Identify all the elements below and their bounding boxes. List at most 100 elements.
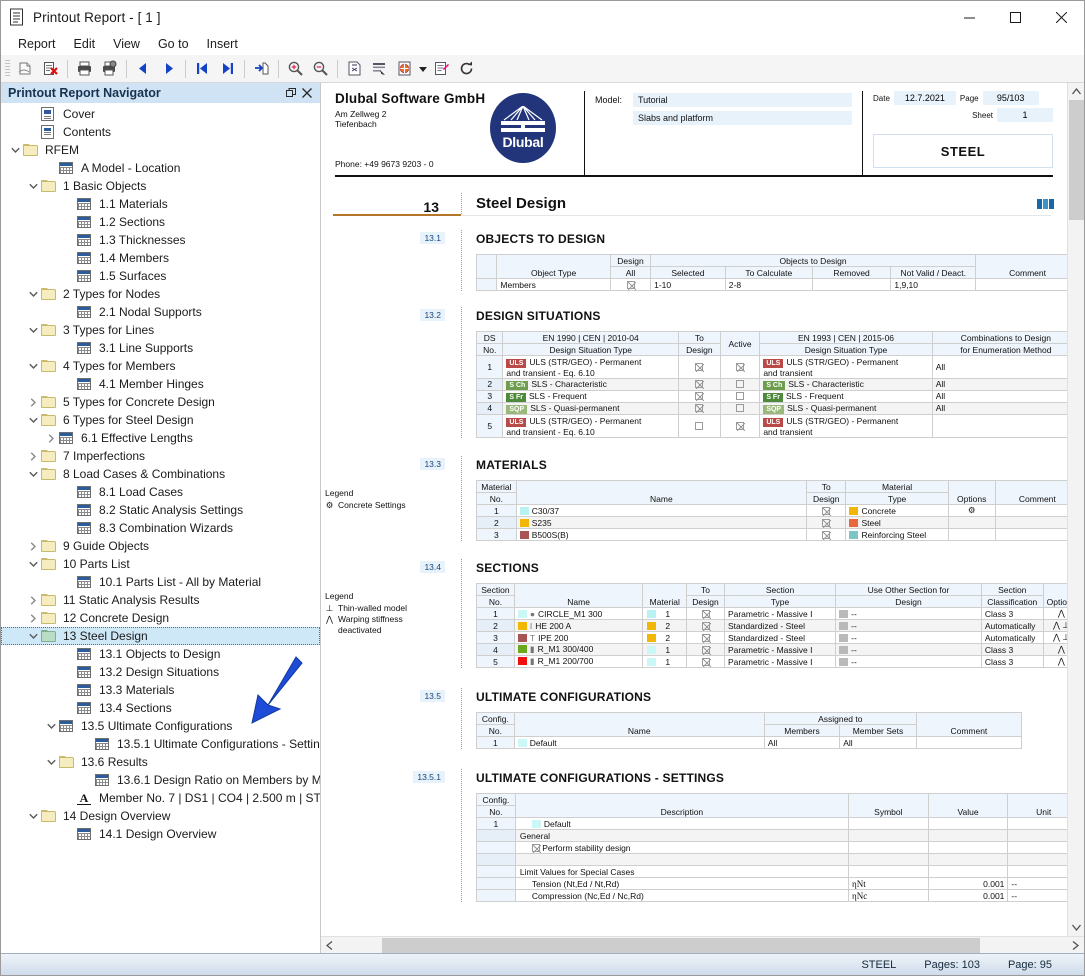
tree-item[interactable]: 8.2 Static Analysis Settings [1, 501, 320, 519]
navigator-tree[interactable]: Cover Contents RFEM A Model - Location 1 Bas… [1, 103, 320, 953]
tree-item[interactable]: 4.1 Member Hinges [1, 375, 320, 393]
checkbox[interactable] [822, 518, 832, 528]
chevron-right-icon[interactable] [25, 447, 41, 465]
chevron-down-icon[interactable] [25, 321, 41, 339]
chevron-right-icon[interactable] [25, 609, 41, 627]
refresh-icon[interactable] [454, 57, 479, 81]
next-page-icon[interactable] [156, 57, 181, 81]
chevron-down-icon[interactable] [25, 285, 41, 303]
tree-item[interactable]: Cover [1, 105, 320, 123]
tree-item[interactable]: 3.1 Line Supports [1, 339, 320, 357]
chevron-down-icon[interactable] [25, 411, 41, 429]
gear-icon[interactable]: ⚙ [967, 505, 976, 516]
tree-item[interactable]: 1 Basic Objects [1, 177, 320, 195]
tree-item[interactable]: 8.3 Combination Wizards [1, 519, 320, 537]
tree-item[interactable]: 1.3 Thicknesses [1, 231, 320, 249]
tree-item[interactable]: 13.6 Results [1, 753, 320, 771]
checkbox[interactable] [695, 422, 704, 430]
horizontal-scrollbar[interactable] [321, 936, 1084, 953]
checkbox[interactable] [822, 530, 832, 540]
tree-item[interactable]: 1.2 Sections [1, 213, 320, 231]
checkbox[interactable] [736, 363, 746, 372]
tree-item[interactable]: 9 Guide Objects [1, 537, 320, 555]
tree-item[interactable]: 11 Static Analysis Results [1, 591, 320, 609]
menu-report[interactable]: Report [18, 37, 56, 51]
checkbox[interactable] [695, 404, 705, 413]
print-preview-icon[interactable] [13, 57, 38, 81]
export-dropdown-caret-icon[interactable] [417, 57, 429, 81]
delete-report-icon[interactable] [38, 57, 63, 81]
minimize-button[interactable] [946, 1, 992, 33]
chevron-right-icon[interactable] [25, 393, 41, 411]
checkbox[interactable] [736, 380, 745, 388]
chevron-down-icon[interactable] [25, 555, 41, 573]
tree-item[interactable]: 13.5 Ultimate Configurations [1, 717, 320, 735]
chevron-down-icon[interactable] [7, 141, 23, 159]
zoom-out-icon[interactable] [308, 57, 333, 81]
undock-icon[interactable] [284, 86, 298, 100]
close-button[interactable] [1038, 1, 1084, 33]
chevron-down-icon[interactable] [25, 627, 41, 645]
chevron-right-icon[interactable] [43, 429, 59, 447]
last-page-icon[interactable] [215, 57, 240, 81]
page-setup-icon[interactable] [342, 57, 367, 81]
tree-item[interactable]: Contents [1, 123, 320, 141]
tree-item[interactable]: 1.4 Members [1, 249, 320, 267]
checkbox[interactable] [822, 506, 832, 516]
tree-item[interactable]: 5 Types for Concrete Design [1, 393, 320, 411]
tree-item[interactable]: 12 Concrete Design [1, 609, 320, 627]
tree-item[interactable]: 10 Parts List [1, 555, 320, 573]
chevron-right-icon[interactable] [25, 591, 41, 609]
tree-item[interactable]: 13.1 Objects to Design [1, 645, 320, 663]
toolbar-grip[interactable] [5, 59, 10, 78]
insert-page-break-icon[interactable] [249, 57, 274, 81]
maximize-button[interactable] [992, 1, 1038, 33]
tree-item[interactable]: 13 Steel Design [1, 627, 320, 645]
tree-item[interactable]: 10.1 Parts List - All by Material [1, 573, 320, 591]
vertical-scrollbar[interactable] [1067, 83, 1084, 936]
print-settings-icon[interactable] [97, 57, 122, 81]
tree-item[interactable]: 7 Imperfections [1, 447, 320, 465]
tree-item[interactable]: 4 Types for Members [1, 357, 320, 375]
tree-item[interactable]: A Model - Location [1, 159, 320, 177]
checkbox[interactable] [736, 392, 745, 400]
chevron-down-icon[interactable] [25, 465, 41, 483]
tree-item[interactable]: RFEM [1, 141, 320, 159]
tree-item[interactable]: 8.1 Load Cases [1, 483, 320, 501]
checkbox[interactable] [701, 657, 711, 667]
checkbox[interactable] [736, 422, 746, 431]
selection-icon[interactable] [367, 57, 392, 81]
tree-item[interactable]: 1.1 Materials [1, 195, 320, 213]
tree-item[interactable]: 13.4 Sections [1, 699, 320, 717]
menu-view[interactable]: View [113, 37, 140, 51]
checkbox[interactable] [626, 280, 636, 290]
vertical-scroll-thumb[interactable] [1068, 100, 1084, 220]
previous-page-icon[interactable] [131, 57, 156, 81]
tree-item[interactable]: 2 Types for Nodes [1, 285, 320, 303]
checkbox[interactable] [531, 843, 541, 853]
tree-item[interactable]: A Member No. 7 | DS1 | CO4 | 2.500 m | ST… [1, 789, 320, 807]
tree-item[interactable]: 6.1 Effective Lengths [1, 429, 320, 447]
checkbox[interactable] [701, 645, 711, 655]
checkbox[interactable] [695, 363, 705, 372]
scroll-up-icon[interactable] [1068, 83, 1085, 100]
menu-insert[interactable]: Insert [206, 37, 238, 51]
chevron-down-icon[interactable] [25, 807, 41, 825]
tree-item[interactable]: 6 Types for Steel Design [1, 411, 320, 429]
export-icon[interactable] [392, 57, 417, 81]
chevron-down-icon[interactable] [43, 717, 59, 735]
tree-item[interactable]: 13.6.1 Design Ratio on Members by Member [1, 771, 320, 789]
tree-item[interactable]: 1.5 Surfaces [1, 267, 320, 285]
tree-item[interactable]: 13.3 Materials [1, 681, 320, 699]
checkbox[interactable] [701, 609, 711, 619]
tree-item[interactable]: 14 Design Overview [1, 807, 320, 825]
chevron-down-icon[interactable] [25, 357, 41, 375]
checkbox[interactable] [701, 633, 711, 643]
scroll-left-icon[interactable] [321, 937, 338, 954]
print-icon[interactable] [72, 57, 97, 81]
scroll-right-icon[interactable] [1067, 937, 1084, 954]
checkbox[interactable] [695, 380, 705, 389]
chevron-down-icon[interactable] [43, 753, 59, 771]
tree-item[interactable]: 13.2 Design Situations [1, 663, 320, 681]
zoom-in-icon[interactable] [283, 57, 308, 81]
